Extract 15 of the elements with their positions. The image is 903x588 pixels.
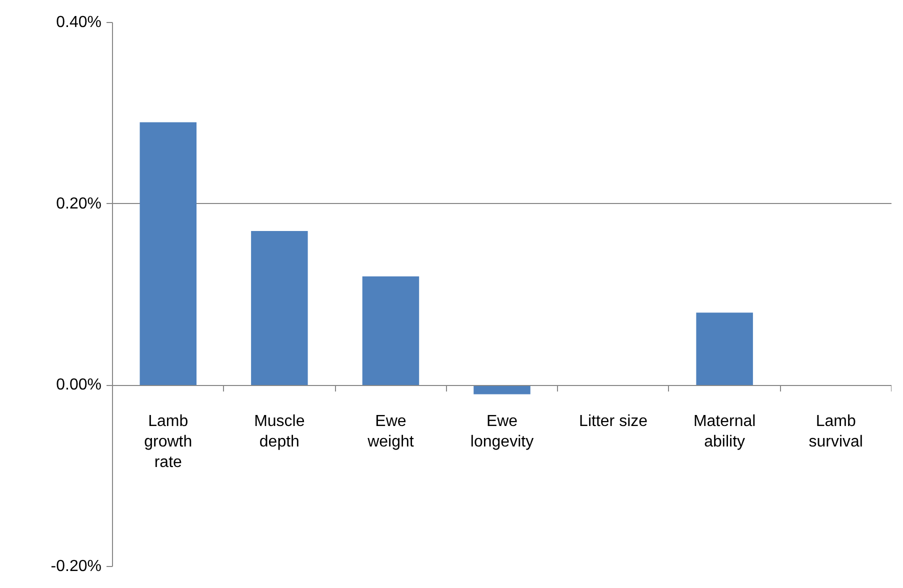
x-tick-label: Litter size — [579, 413, 648, 430]
x-tick-label: Lamb growth rate — [144, 413, 192, 471]
bar — [362, 276, 420, 386]
y-tick-label: 0.20% — [56, 195, 102, 212]
x-tick-label: Muscle depth — [254, 413, 305, 451]
x-tick-label: Maternal ability — [693, 413, 756, 451]
y-tick-label: 0.00% — [56, 376, 102, 394]
bar — [140, 122, 197, 386]
x-tick-label: Lamb survival — [808, 413, 863, 451]
bar — [251, 231, 308, 386]
x-tick-label: Ewe weight — [366, 413, 414, 451]
y-tick-label: -0.20% — [50, 558, 102, 575]
x-tick-label: Ewe longevity — [470, 413, 534, 451]
y-tick-label: 0.40% — [56, 14, 102, 31]
bar — [696, 312, 753, 386]
